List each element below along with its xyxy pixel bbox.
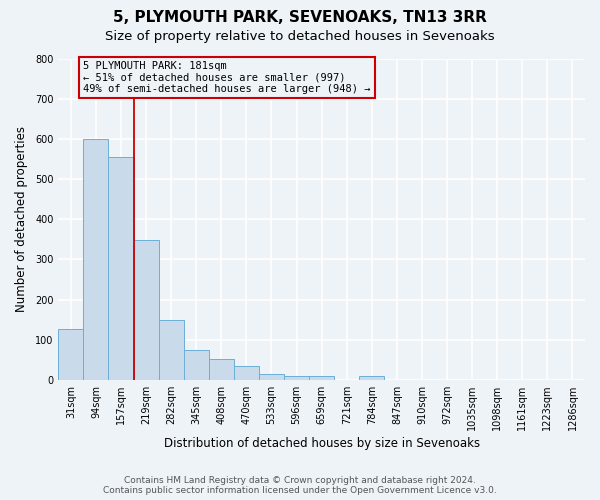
Text: Size of property relative to detached houses in Sevenoaks: Size of property relative to detached ho… xyxy=(105,30,495,43)
Text: 5, PLYMOUTH PARK, SEVENOAKS, TN13 3RR: 5, PLYMOUTH PARK, SEVENOAKS, TN13 3RR xyxy=(113,10,487,25)
Bar xyxy=(309,376,334,380)
Bar xyxy=(58,329,83,380)
X-axis label: Distribution of detached houses by size in Sevenoaks: Distribution of detached houses by size … xyxy=(164,437,480,450)
Text: Contains HM Land Registry data © Crown copyright and database right 2024.
Contai: Contains HM Land Registry data © Crown c… xyxy=(103,476,497,495)
Bar xyxy=(83,139,109,380)
Text: 5 PLYMOUTH PARK: 181sqm
← 51% of detached houses are smaller (997)
49% of semi-d: 5 PLYMOUTH PARK: 181sqm ← 51% of detache… xyxy=(83,61,371,94)
Y-axis label: Number of detached properties: Number of detached properties xyxy=(15,126,28,312)
Bar xyxy=(359,376,385,380)
Bar xyxy=(184,350,209,380)
Bar xyxy=(134,240,158,380)
Bar xyxy=(209,359,234,380)
Bar xyxy=(158,320,184,380)
Bar xyxy=(234,366,259,380)
Bar xyxy=(109,157,134,380)
Bar xyxy=(284,376,309,380)
Bar xyxy=(259,374,284,380)
